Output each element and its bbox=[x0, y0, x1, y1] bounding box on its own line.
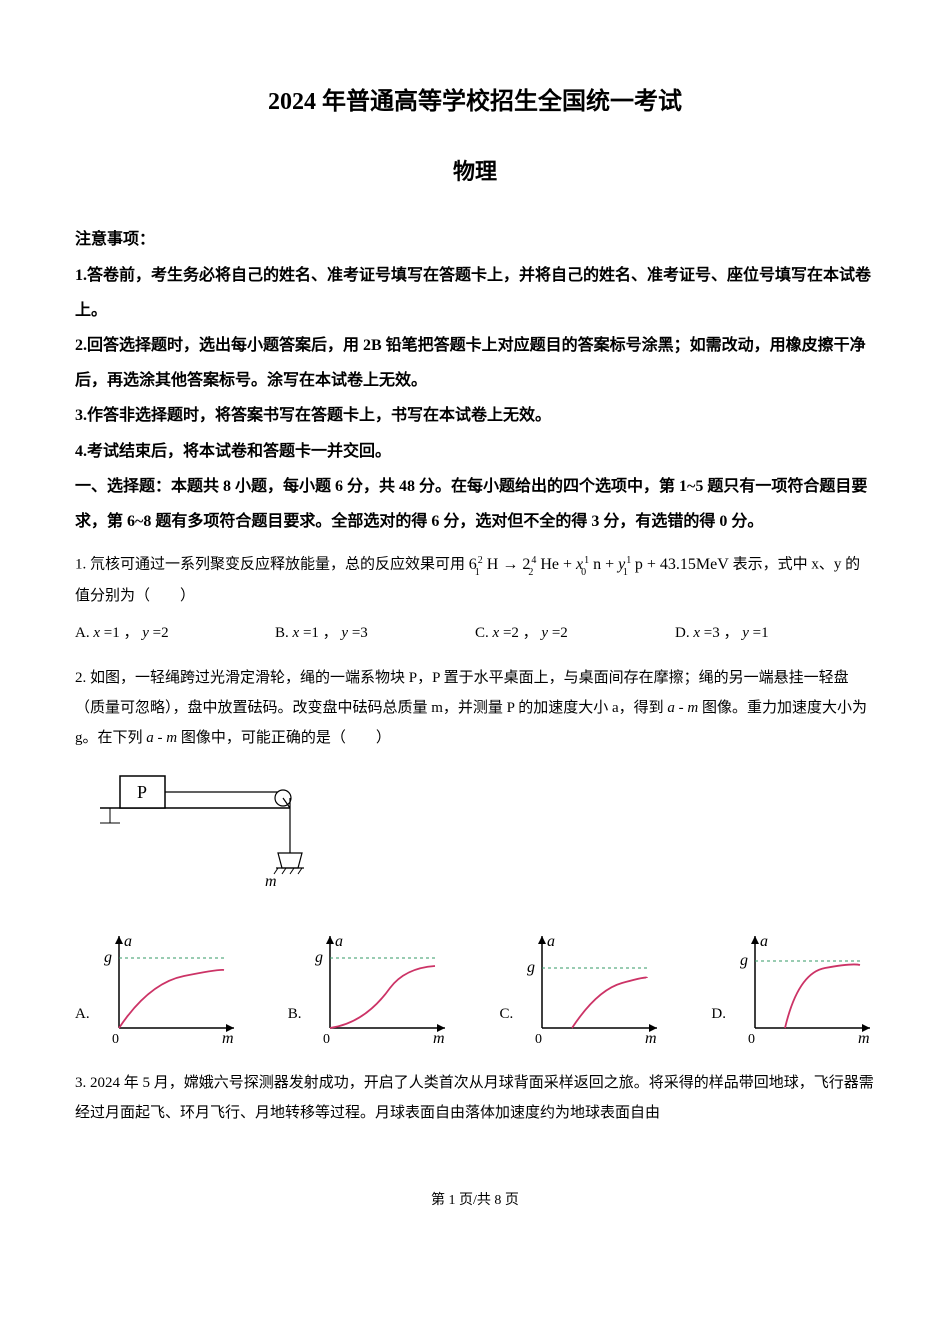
q2-text-3: 图像中，可能正确的是（ ） bbox=[181, 730, 391, 746]
q2-label-a: A. bbox=[75, 1000, 90, 1029]
svg-text:0: 0 bbox=[748, 1032, 755, 1047]
svg-text:0: 0 bbox=[535, 1032, 542, 1047]
svg-text:a: a bbox=[760, 933, 768, 950]
section-1-header: 一、选择题：本题共 8 小题，每小题 6 分，共 48 分。在每小题给出的四个选… bbox=[75, 469, 875, 539]
q1-pre-text: 1. 氘核可通过一系列聚变反应释放能量，总的反应效果可用 bbox=[75, 557, 465, 573]
q2-am-1: a - m bbox=[667, 700, 698, 716]
q2-diagram: P m bbox=[90, 768, 875, 909]
svg-text:a: a bbox=[547, 933, 555, 950]
svg-text:m: m bbox=[222, 1030, 234, 1047]
svg-text:g: g bbox=[315, 949, 323, 966]
svg-text:g: g bbox=[104, 949, 112, 966]
graph-b-svg: a m 0 g bbox=[305, 928, 450, 1048]
svg-text:g: g bbox=[527, 959, 535, 976]
q3-text: 3. 2024 年 5 月，嫦娥六号探测器发射成功，开启了人类首次从月球背面采样… bbox=[75, 1075, 874, 1121]
graph-c-svg: a m 0 g bbox=[517, 928, 662, 1048]
q1-option-d: D. x =3 ， y =1 bbox=[675, 619, 875, 648]
q2-option-b: B. a m 0 g bbox=[288, 928, 451, 1048]
main-title: 2024 年普通高等学校招生全国统一考试 bbox=[75, 80, 875, 126]
question-2: 2. 如图，一轻绳跨过光滑定滑轮，绳的一端系物块 P，P 置于水平桌面上，与桌面… bbox=[75, 663, 875, 753]
q1-option-a: A. x =1 ， y =2 bbox=[75, 619, 275, 648]
svg-text:0: 0 bbox=[323, 1032, 330, 1047]
svg-text:m: m bbox=[645, 1030, 657, 1047]
svg-text:a: a bbox=[124, 933, 132, 950]
q2-label-c: C. bbox=[500, 1000, 514, 1029]
q2-option-d: D. a m 0 g bbox=[711, 928, 875, 1048]
block-p-label: P bbox=[137, 782, 147, 802]
q2-label-d: D. bbox=[711, 1000, 726, 1029]
pulley-diagram-svg: P m bbox=[90, 768, 310, 898]
q2-option-c: C. a m 0 g bbox=[500, 928, 663, 1048]
subject-title: 物理 bbox=[75, 151, 875, 193]
notice-header: 注意事项： bbox=[75, 222, 875, 257]
q1-formula: 621H → 242He + x10n + y11p + 43.15MeV bbox=[469, 556, 729, 573]
svg-text:m: m bbox=[858, 1030, 870, 1047]
instruction-1: 1.答卷前，考生务必将自己的姓名、准考证号填写在答题卡上，并将自己的姓名、准考证… bbox=[75, 258, 875, 328]
svg-text:0: 0 bbox=[112, 1032, 119, 1047]
svg-text:m: m bbox=[433, 1030, 445, 1047]
page-footer: 第 1 页/共 8 页 bbox=[75, 1188, 875, 1215]
question-3: 3. 2024 年 5 月，嫦娥六号探测器发射成功，开启了人类首次从月球背面采样… bbox=[75, 1068, 875, 1128]
q2-graph-options: A. a m 0 g B. a m 0 g C. bbox=[75, 928, 875, 1048]
graph-d-svg: a m 0 g bbox=[730, 928, 875, 1048]
q2-option-a: A. a m 0 g bbox=[75, 928, 239, 1048]
q2-label-b: B. bbox=[288, 1000, 302, 1029]
q1-option-b: B. x =1 ， y =3 bbox=[275, 619, 475, 648]
q2-am-2: a - m bbox=[146, 730, 177, 746]
instruction-4: 4.考试结束后，将本试卷和答题卡一并交回。 bbox=[75, 434, 875, 469]
mass-m-label: m bbox=[265, 873, 277, 890]
instruction-3: 3.作答非选择题时，将答案书写在答题卡上，书写在本试卷上无效。 bbox=[75, 398, 875, 433]
q1-option-c: C. x =2 ， y =2 bbox=[475, 619, 675, 648]
instruction-2: 2.回答选择题时，选出每小题答案后，用 2B 铅笔把答题卡上对应题目的答案标号涂… bbox=[75, 328, 875, 398]
svg-text:g: g bbox=[740, 952, 748, 969]
svg-text:a: a bbox=[335, 933, 343, 950]
q1-options: A. x =1 ， y =2 B. x =1 ， y =3 C. x =2 ， … bbox=[75, 619, 875, 648]
instructions-block: 1.答卷前，考生务必将自己的姓名、准考证号填写在答题卡上，并将自己的姓名、准考证… bbox=[75, 258, 875, 469]
graph-a-svg: a m 0 g bbox=[94, 928, 239, 1048]
question-1: 1. 氘核可通过一系列聚变反应释放能量，总的反应效果可用 621H → 242H… bbox=[75, 549, 875, 611]
